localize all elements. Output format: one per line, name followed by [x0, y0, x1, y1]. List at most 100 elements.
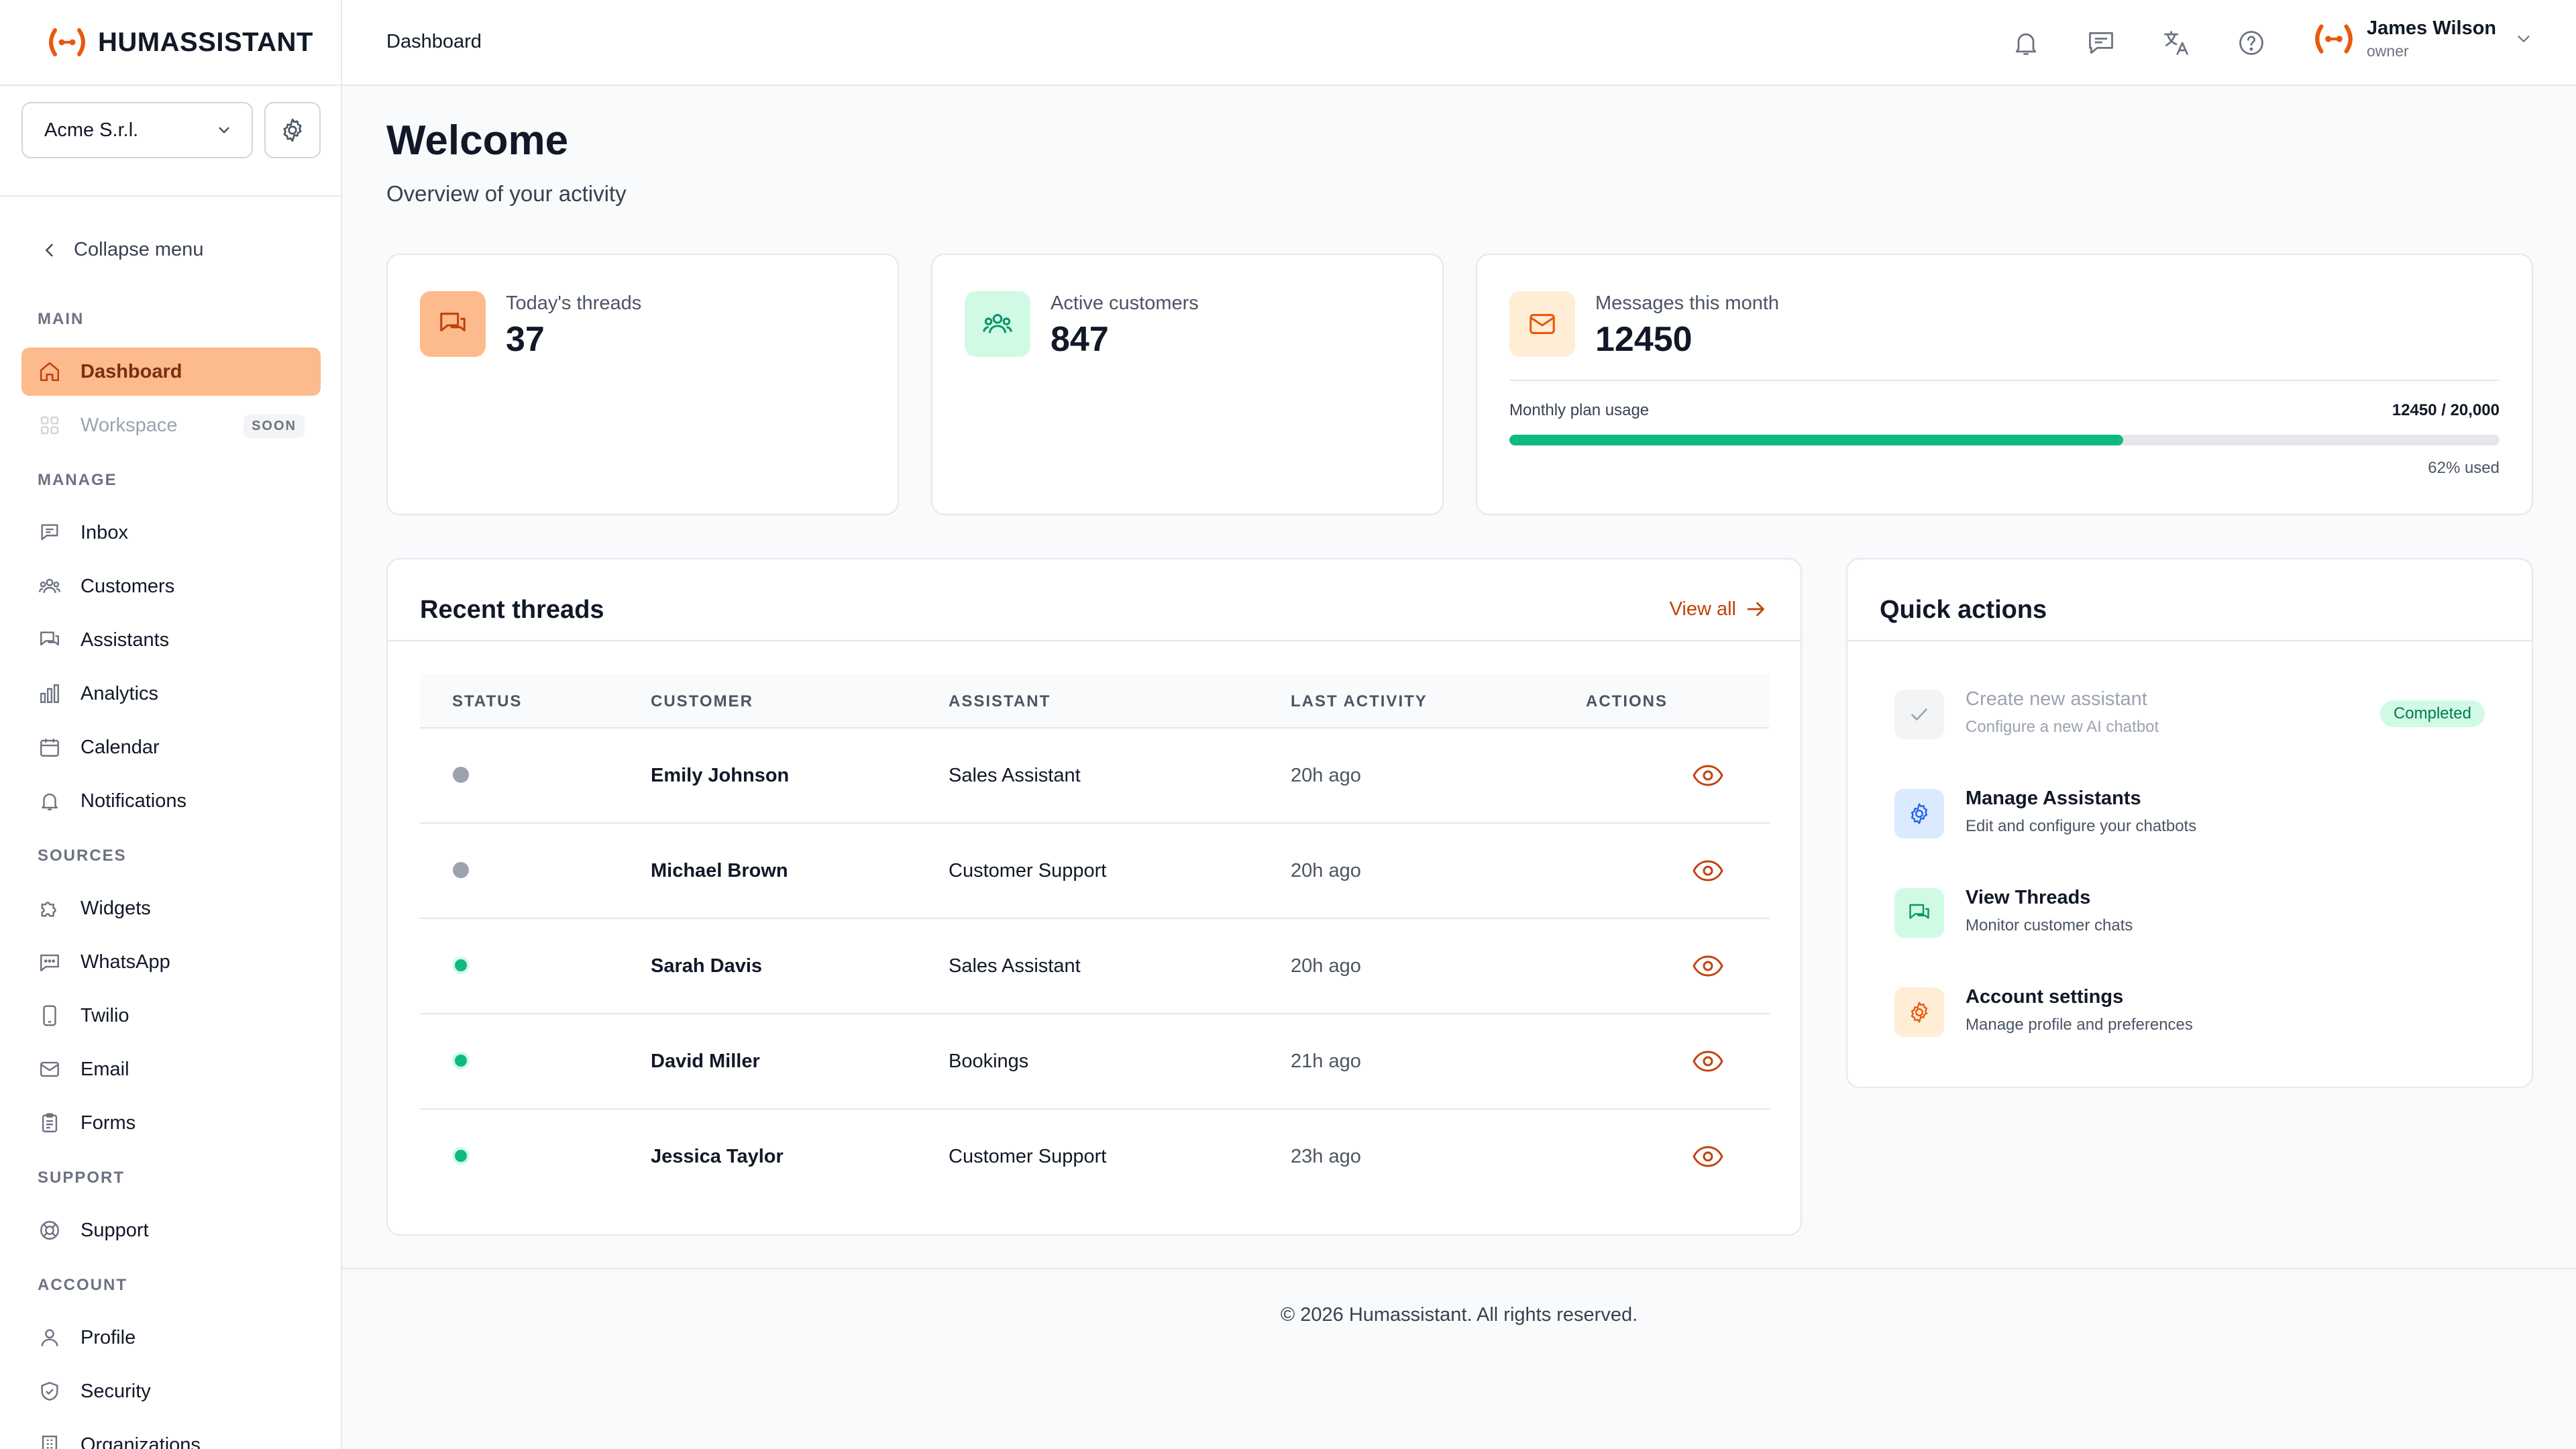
- sidebar-item-label: Inbox: [80, 521, 128, 543]
- quick-action-manage-assistants[interactable]: Manage Assistants Edit and configure you…: [1894, 780, 2485, 860]
- quick-action-subtitle: Monitor customer chats: [1966, 916, 2133, 934]
- assistant-name: Bookings: [949, 1051, 1029, 1072]
- grid-icon: [38, 413, 62, 437]
- language-button[interactable]: [2160, 27, 2192, 59]
- sidebar-item-calendar[interactable]: Calendar: [21, 723, 321, 771]
- org-select-value: Acme S.r.l.: [44, 119, 139, 141]
- sidebar-item-twilio[interactable]: Twilio: [21, 991, 321, 1040]
- status-indicator-inactive: [453, 862, 469, 878]
- arrow-right-icon: [1744, 597, 1768, 621]
- chat-bubbles-icon: [38, 628, 62, 652]
- column-header-customer: CUSTOMER: [651, 692, 753, 710]
- sidebar-item-security[interactable]: Security: [21, 1367, 321, 1415]
- chat-icon: [38, 521, 62, 545]
- sidebar-item-analytics[interactable]: Analytics: [21, 669, 321, 718]
- eye-icon[interactable]: [1692, 762, 1724, 789]
- card-title: Quick actions: [1880, 596, 2047, 624]
- table-row[interactable]: Emily Johnson Sales Assistant 20h ago: [420, 729, 1770, 824]
- table-row[interactable]: David Miller Bookings 21h ago: [420, 1014, 1770, 1110]
- eye-icon[interactable]: [1692, 857, 1724, 884]
- bell-icon: [2011, 28, 2041, 58]
- last-activity: 20h ago: [1291, 955, 1361, 977]
- org-switcher-row: Acme S.r.l.: [0, 86, 341, 197]
- mail-icon: [38, 1057, 62, 1081]
- user-menu[interactable]: James Wilson owner: [2312, 17, 2534, 60]
- table-row[interactable]: Sarah Davis Sales Assistant 20h ago: [420, 919, 1770, 1014]
- table-row[interactable]: Michael Brown Customer Support 20h ago: [420, 824, 1770, 919]
- sidebar-item-label: Email: [80, 1058, 129, 1080]
- phone-icon: [38, 1004, 62, 1028]
- sidebar-item-label: Analytics: [80, 682, 159, 704]
- sidebar-item-label: Notifications: [80, 790, 186, 812]
- quick-action-title: View Threads: [1966, 887, 2091, 908]
- sidebar-item-label: WhatsApp: [80, 951, 170, 973]
- quick-action-view-threads[interactable]: View Threads Monitor customer chats: [1894, 879, 2485, 959]
- gear-icon: [1894, 987, 1944, 1037]
- eye-icon[interactable]: [1692, 953, 1724, 979]
- assistant-name: Customer Support: [949, 1146, 1107, 1167]
- section-label-main: MAIN: [38, 310, 85, 328]
- view-all-link[interactable]: View all: [1670, 597, 1768, 621]
- table-row[interactable]: Jessica Taylor Customer Support 23h ago: [420, 1110, 1770, 1205]
- user-icon: [38, 1326, 62, 1350]
- org-select[interactable]: Acme S.r.l.: [21, 102, 253, 158]
- assistant-name: Sales Assistant: [949, 955, 1081, 977]
- translate-icon: [2161, 28, 2191, 58]
- status-indicator-active: [452, 957, 470, 974]
- sidebar-item-customers[interactable]: Customers: [21, 562, 321, 610]
- sidebar-item-forms[interactable]: Forms: [21, 1099, 321, 1147]
- quick-actions-card: Quick actions Create new assistant Confi…: [1846, 558, 2533, 1088]
- completed-badge: Completed: [2379, 700, 2485, 727]
- column-header-last-activity: LAST ACTIVITY: [1291, 692, 1428, 710]
- column-header-status: STATUS: [452, 692, 523, 710]
- sidebar-item-widgets[interactable]: Widgets: [21, 884, 321, 932]
- help-button[interactable]: [2235, 27, 2267, 59]
- lifebuoy-icon: [38, 1218, 62, 1242]
- eye-icon[interactable]: [1692, 1143, 1724, 1170]
- home-icon: [38, 360, 62, 384]
- stat-card-messages: Messages this month 12450 Monthly plan u…: [1476, 254, 2533, 515]
- sidebar-item-assistants[interactable]: Assistants: [21, 616, 321, 664]
- customer-name: Sarah Davis: [651, 955, 763, 977]
- customer-name: Jessica Taylor: [651, 1146, 784, 1167]
- messages-button[interactable]: [2085, 27, 2117, 59]
- divider: [1847, 640, 2532, 641]
- sidebar-item-whatsapp[interactable]: WhatsApp: [21, 938, 321, 986]
- usage-count: 12450 / 20,000: [2392, 401, 2500, 419]
- quick-action-account-settings[interactable]: Account settings Manage profile and pref…: [1894, 978, 2485, 1059]
- sidebar-item-inbox[interactable]: Inbox: [21, 508, 321, 557]
- section-label-account: ACCOUNT: [38, 1276, 127, 1294]
- footer-text: © 2026 Humassistant. All rights reserved…: [1280, 1304, 1638, 1326]
- sidebar-item-label: Customers: [80, 575, 175, 597]
- quick-action-create-assistant[interactable]: Create new assistant Configure a new AI …: [1894, 680, 2485, 761]
- quick-action-subtitle: Configure a new AI chatbot: [1966, 718, 2159, 736]
- avatar: [2312, 22, 2356, 56]
- notifications-button[interactable]: [2010, 27, 2042, 59]
- customer-name: Michael Brown: [651, 860, 788, 881]
- building-icon: [38, 1433, 62, 1449]
- sidebar-item-notifications[interactable]: Notifications: [21, 777, 321, 825]
- org-settings-button[interactable]: [264, 102, 321, 158]
- check-icon: [1894, 690, 1944, 739]
- quick-action-title: Manage Assistants: [1966, 788, 2141, 809]
- sidebar-item-email[interactable]: Email: [21, 1045, 321, 1093]
- collapse-menu-button[interactable]: Collapse menu: [40, 239, 203, 261]
- calendar-icon: [38, 735, 62, 759]
- status-indicator-active: [452, 1052, 470, 1069]
- sidebar-item-support[interactable]: Support: [21, 1206, 321, 1254]
- logo[interactable]: HUMASSISTANT: [0, 0, 341, 86]
- sidebar-item-dashboard[interactable]: Dashboard: [21, 347, 321, 396]
- user-role: owner: [2367, 42, 2409, 60]
- eye-icon[interactable]: [1692, 1048, 1724, 1075]
- sidebar-item-organizations[interactable]: Organizations: [21, 1421, 321, 1449]
- status-indicator-inactive: [453, 767, 469, 783]
- sidebar-item-label: Security: [80, 1380, 151, 1402]
- customer-name: Emily Johnson: [651, 765, 790, 786]
- sidebar-item-profile[interactable]: Profile: [21, 1313, 321, 1362]
- user-info: James Wilson owner: [2367, 17, 2496, 60]
- sidebar-item-workspace[interactable]: Workspace SOON: [21, 401, 321, 449]
- footer-divider: [342, 1268, 2576, 1269]
- card-title: Recent threads: [420, 596, 604, 624]
- sidebar-item-label: Organizations: [80, 1434, 201, 1449]
- stat-value: 847: [1051, 320, 1109, 359]
